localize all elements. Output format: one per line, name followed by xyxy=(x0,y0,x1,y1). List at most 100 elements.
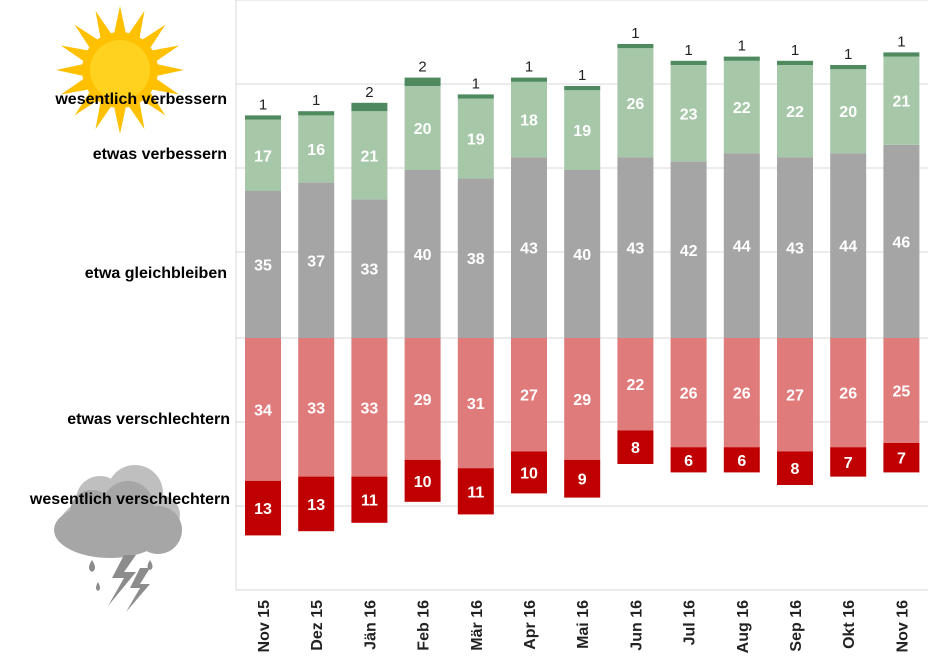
bar-segment xyxy=(830,153,867,338)
value-label: 26 xyxy=(733,386,751,403)
bar-segment xyxy=(298,338,335,477)
value-label: 43 xyxy=(786,241,804,258)
bar-segment xyxy=(723,338,760,448)
value-label: 38 xyxy=(467,251,485,268)
bar-segment xyxy=(723,56,760,61)
bar-segment xyxy=(404,459,441,502)
bar-segment xyxy=(617,430,654,464)
value-label: 19 xyxy=(467,132,485,149)
bar-segment xyxy=(830,447,867,477)
value-label: 35 xyxy=(254,258,272,275)
value-label: 13 xyxy=(307,497,325,514)
x-tick-label: Feb 16 xyxy=(416,600,433,651)
value-label: 27 xyxy=(520,388,538,405)
value-label-top: 1 xyxy=(684,42,692,59)
sun-icon xyxy=(56,6,184,134)
bar-segment xyxy=(883,56,920,145)
bar-segment xyxy=(351,338,388,477)
value-label: 22 xyxy=(786,104,804,121)
bar-segment xyxy=(245,119,281,191)
value-label: 8 xyxy=(631,440,640,457)
series-label-wesentlich-verschlechtern: wesentlich verschlechtern xyxy=(29,491,230,508)
value-label: 8 xyxy=(791,461,800,478)
bars xyxy=(245,44,920,536)
x-axis: Nov 15 Dez 15 Jän 16 Feb 16 Mär 16 Apr 16 Mai … xyxy=(256,600,911,653)
bar-segment xyxy=(457,338,494,469)
value-label: 40 xyxy=(414,247,432,264)
value-label: 16 xyxy=(307,142,325,159)
value-label: 21 xyxy=(893,94,911,111)
value-label: 11 xyxy=(467,484,484,501)
x-tick-label: Aug 16 xyxy=(735,600,752,653)
value-label: 26 xyxy=(627,96,645,113)
x-tick-label: Jun 16 xyxy=(628,600,645,651)
x-tick-label: Okt 16 xyxy=(841,600,858,649)
bar-segment xyxy=(298,182,335,338)
x-tick-label: Jän 16 xyxy=(362,600,379,650)
value-label: 44 xyxy=(839,239,857,256)
value-label: 18 xyxy=(520,113,538,130)
value-label: 46 xyxy=(893,234,911,251)
value-label-top: 1 xyxy=(525,59,533,76)
value-label: 22 xyxy=(733,100,751,117)
bar-segment xyxy=(298,476,335,532)
value-label: 20 xyxy=(839,104,857,121)
series-label-wesentlich-verbessern: wesentlich verbessern xyxy=(54,91,227,108)
value-label-top: 2 xyxy=(418,59,426,76)
bar-segment xyxy=(457,94,494,99)
value-label: 42 xyxy=(680,243,698,260)
series-label-etwa-gleichbleiben: etwa gleichbleiben xyxy=(85,265,227,282)
value-label: 44 xyxy=(733,239,751,256)
value-label: 21 xyxy=(361,148,379,165)
x-tick-label: Apr 16 xyxy=(522,600,539,650)
bar-segment xyxy=(830,65,867,70)
x-tick-label: Mai 16 xyxy=(575,600,592,649)
bar-segment xyxy=(404,170,441,338)
value-label: 7 xyxy=(897,451,906,468)
bar-segment xyxy=(723,447,760,473)
value-label-top: 2 xyxy=(365,84,373,101)
bar-segment xyxy=(457,178,494,338)
bar-segment xyxy=(298,115,335,183)
value-label: 9 xyxy=(578,472,587,489)
bar-segment xyxy=(404,77,441,86)
x-tick-label: Jul 16 xyxy=(682,600,699,645)
value-label: 33 xyxy=(361,400,379,417)
value-label: 7 xyxy=(844,455,853,472)
bar-segment xyxy=(777,65,813,158)
bar-segment xyxy=(245,480,281,536)
bar-segment xyxy=(617,48,654,158)
bar-segment xyxy=(777,338,813,452)
bar-segment xyxy=(404,86,441,170)
value-label: 26 xyxy=(680,386,698,403)
value-label: 19 xyxy=(573,123,591,140)
value-label: 33 xyxy=(361,262,379,279)
bar-segment xyxy=(617,157,654,338)
bar-segment xyxy=(883,338,920,443)
x-tick-label: Sep 16 xyxy=(788,600,805,652)
value-label-top: 1 xyxy=(738,38,746,55)
bar-segment xyxy=(670,60,707,65)
value-label: 29 xyxy=(573,392,591,409)
value-label: 40 xyxy=(573,247,591,264)
value-label-top: 1 xyxy=(259,96,267,113)
bar-segment xyxy=(723,153,760,338)
bar-segment xyxy=(457,468,494,515)
value-label: 43 xyxy=(520,241,538,258)
bar-segment xyxy=(404,338,441,460)
bar-segment xyxy=(245,115,281,120)
value-label-top: 1 xyxy=(844,46,852,63)
bar-segment xyxy=(617,44,654,49)
value-label: 26 xyxy=(839,386,857,403)
bar-segment xyxy=(351,102,388,112)
value-labels: 3517134133716133133321233114020229103819… xyxy=(254,25,910,518)
x-tick-label: Mär 16 xyxy=(469,600,486,651)
bar-segment xyxy=(351,476,388,523)
value-label: 43 xyxy=(627,241,645,258)
bar-segment xyxy=(351,199,388,338)
bar-segment xyxy=(564,459,601,498)
bar-segment xyxy=(670,447,707,473)
value-label: 6 xyxy=(684,453,693,470)
value-label: 6 xyxy=(737,453,746,470)
value-label: 13 xyxy=(254,501,272,518)
